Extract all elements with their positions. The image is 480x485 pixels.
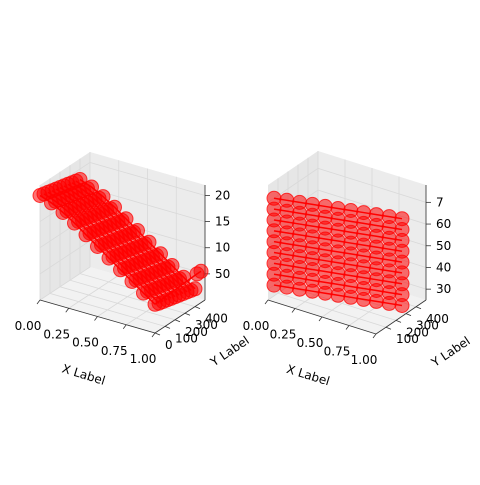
- data-point: [293, 282, 307, 296]
- y-tick-mark: [195, 307, 200, 309]
- y-tick-mark: [386, 327, 391, 329]
- data-point: [395, 299, 409, 313]
- y-tick-mark: [165, 326, 170, 328]
- data-point: [114, 263, 128, 277]
- x-tick-label: 0.25: [43, 327, 70, 341]
- x-tick-mark: [373, 334, 376, 338]
- x-tick-label: 0.00: [15, 319, 42, 333]
- y-tick-mark: [406, 314, 411, 316]
- data-point: [125, 274, 139, 288]
- y-tick-mark: [396, 320, 401, 322]
- x-tick-mark: [66, 308, 69, 312]
- x-tick-label: 0.50: [297, 336, 324, 350]
- x-tick-mark: [37, 300, 40, 304]
- right-3d-axes: 0.000.250.500.751.0010020030040030405060…: [243, 151, 473, 388]
- x-tick-label: 0.50: [72, 336, 99, 350]
- data-point: [344, 290, 358, 304]
- x-tick-mark: [346, 326, 349, 330]
- x-axis-label: X Label: [285, 362, 332, 388]
- x-tick-mark: [292, 309, 295, 313]
- z-tick-label: 40: [436, 260, 451, 274]
- data-point: [102, 251, 116, 265]
- data-point: [357, 292, 371, 306]
- x-tick-label: 0.25: [270, 328, 297, 342]
- z-tick-label: 10: [215, 241, 230, 255]
- y-axis-label: Y Label: [207, 333, 252, 370]
- data-point: [194, 264, 208, 278]
- data-point: [137, 286, 151, 300]
- z-tick-label: 7: [436, 195, 444, 209]
- x-tick-label: 1.00: [130, 352, 157, 366]
- x-tick-mark: [152, 333, 155, 337]
- data-point: [369, 294, 383, 308]
- x-tick-mark: [123, 325, 126, 329]
- data-point: [45, 196, 59, 210]
- y-tick-label: 400: [426, 312, 449, 326]
- y-axis-label: Y Label: [428, 334, 473, 371]
- x-tick-label: 1.00: [351, 353, 378, 367]
- y-tick-mark: [185, 313, 190, 315]
- x-tick-label: 0.75: [324, 345, 351, 359]
- data-point: [91, 240, 105, 254]
- z-tick-label: 15: [215, 215, 230, 229]
- x-tick-label: 0.75: [101, 344, 128, 358]
- x-tick-mark: [95, 317, 98, 321]
- data-point: [331, 288, 345, 302]
- x-tick-mark: [319, 317, 322, 321]
- z-tick-label: 20: [215, 188, 230, 202]
- data-point: [68, 216, 82, 230]
- y-tick-mark: [175, 320, 180, 322]
- z-tick-label: 60: [436, 217, 451, 231]
- x-axis-label: X Label: [60, 361, 107, 387]
- z-tick-label: 50: [436, 239, 451, 253]
- y-tick-label: 400: [205, 312, 228, 326]
- x-tick-label: 0.00: [243, 319, 270, 333]
- y-tick-mark: [155, 333, 160, 335]
- data-point: [382, 296, 396, 310]
- z-tick-label: 50: [215, 267, 230, 281]
- y-tick-mark: [416, 307, 421, 309]
- x-tick-mark: [265, 300, 268, 304]
- data-point: [318, 286, 332, 300]
- y-tick-label: 0: [165, 338, 173, 352]
- data-point: [148, 297, 162, 311]
- z-tick-label: 30: [436, 282, 451, 296]
- data-point: [267, 278, 281, 292]
- data-point: [280, 280, 294, 294]
- data-point: [56, 206, 70, 220]
- data-point: [79, 228, 93, 242]
- data-point: [305, 284, 319, 298]
- left-3d-axes: 0.000.250.500.751.000 1002003004005010152…: [15, 152, 252, 388]
